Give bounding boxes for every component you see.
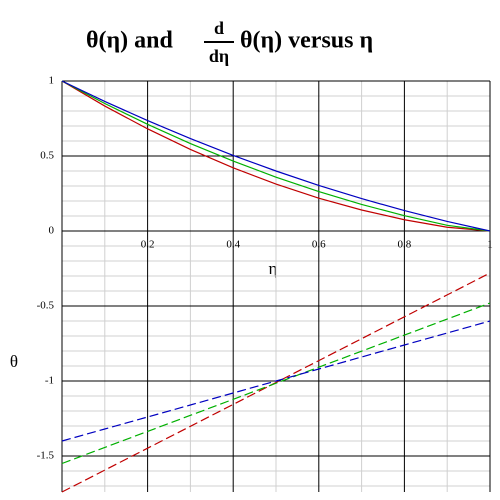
x-tick-label: 0.4 — [226, 239, 240, 251]
curve — [61, 272, 491, 493]
x-axis-label: η — [269, 259, 278, 278]
x-tick-label: 0.8 — [398, 239, 412, 251]
y-tick-label: -0.5 — [37, 300, 55, 312]
y-tick-label: 1 — [49, 75, 55, 87]
y-tick-label: -1 — [45, 375, 54, 387]
curve — [61, 302, 491, 465]
y-tick-label: 0 — [49, 225, 55, 237]
title-denominator: dη — [209, 46, 229, 66]
curve — [61, 80, 491, 232]
curve — [61, 320, 491, 442]
y-tick-label: -1.5 — [37, 450, 55, 462]
y-axis-label: θ — [10, 352, 18, 371]
x-tick-label: 0.6 — [312, 239, 326, 251]
y-tick-label: 0.5 — [40, 150, 54, 162]
title-before: θ(η) and — [86, 28, 173, 54]
x-tick-label: 0.2 — [141, 239, 155, 251]
curve — [61, 80, 491, 232]
title-after: θ(η) versus η — [240, 28, 373, 54]
title-numerator: d — [214, 18, 224, 38]
x-tick-label: 1 — [487, 239, 493, 251]
curve — [61, 80, 491, 232]
